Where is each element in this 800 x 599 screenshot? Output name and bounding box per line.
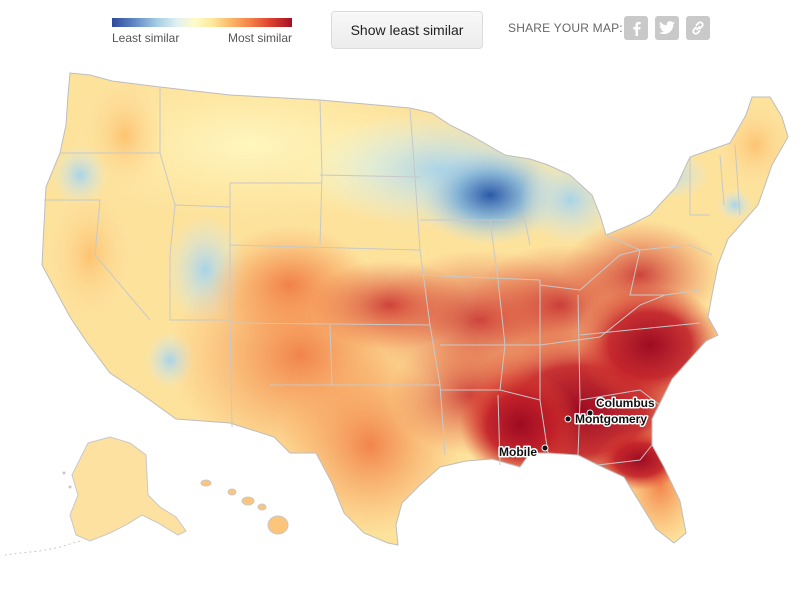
show-least-similar-button[interactable]: Show least similar: [331, 11, 483, 49]
state-borders: [41, 72, 789, 546]
city-columbus-dot: [586, 409, 594, 417]
legend-color-scale: [112, 18, 292, 27]
us-map-svg: Columbus Montgomery Mobile: [4, 72, 789, 556]
city-mobile[interactable]: Mobile: [498, 444, 549, 461]
city-columbus[interactable]: Columbus: [586, 395, 656, 417]
city-columbus-label: Columbus: [596, 396, 655, 410]
legend-labels: Least similar Most similar: [112, 31, 292, 45]
twitter-icon: [659, 21, 675, 35]
city-montgomery-dot: [564, 415, 572, 423]
facebook-share-button[interactable]: [624, 16, 648, 40]
legend-high-label: Most similar: [227, 31, 292, 45]
link-icon: [692, 21, 704, 35]
copy-link-button[interactable]: [686, 16, 710, 40]
facebook-icon: [633, 21, 641, 36]
legend-low-label: Least similar: [112, 31, 180, 45]
hawaii: [200, 479, 289, 535]
city-mobile-label: Mobile: [499, 445, 537, 459]
dialect-similarity-map: Columbus Montgomery Mobile: [0, 55, 800, 599]
twitter-share-button[interactable]: [655, 16, 679, 40]
city-montgomery[interactable]: Montgomery: [564, 411, 649, 428]
similarity-legend: Least similar Most similar: [112, 18, 292, 45]
city-montgomery-label: Montgomery: [575, 412, 647, 426]
city-markers: Columbus Montgomery Mobile: [498, 395, 657, 461]
alaska: [4, 436, 187, 556]
share-label: SHARE YOUR MAP:: [508, 21, 623, 35]
city-mobile-dot: [541, 444, 549, 452]
